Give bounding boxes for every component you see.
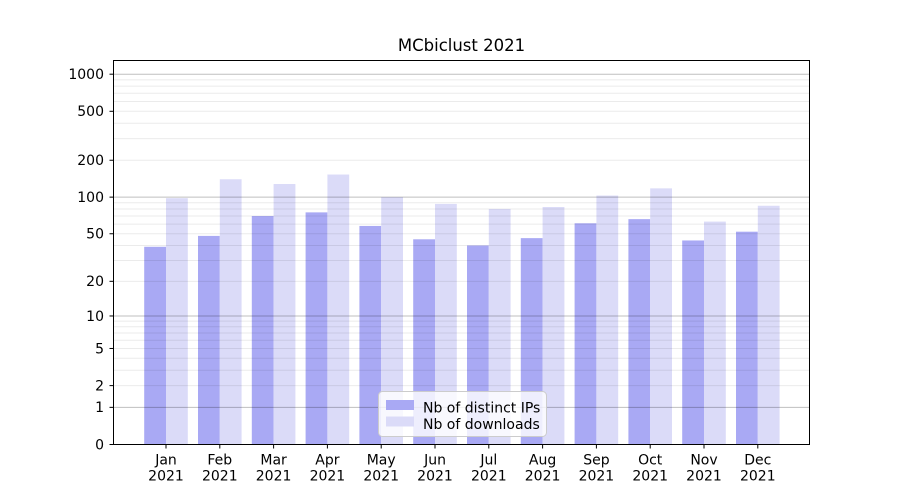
x-tick-label-month: Oct bbox=[638, 453, 663, 469]
y-tick-label: 1 bbox=[95, 400, 104, 416]
y-tick-label: 5 bbox=[95, 341, 104, 357]
x-tick-label-year: 2021 bbox=[256, 469, 292, 485]
bar-downloads bbox=[488, 208, 511, 445]
x-tick-label-month: Apr bbox=[315, 453, 339, 469]
x-tick-label-month: May bbox=[367, 453, 396, 469]
legend-box bbox=[378, 391, 547, 437]
x-tick-label-year: 2021 bbox=[363, 469, 399, 485]
bar-downloads bbox=[757, 205, 780, 445]
x-tick-label-year: 2021 bbox=[310, 469, 346, 485]
x-tick-label-year: 2021 bbox=[579, 469, 615, 485]
legend: Nb of distinct IPs Nb of downloads bbox=[378, 391, 547, 437]
y-tick-label: 200 bbox=[77, 153, 104, 169]
bar-downloads bbox=[704, 221, 726, 445]
bar-distinct-ips bbox=[251, 216, 274, 445]
x-tick-label-year: 2021 bbox=[417, 469, 453, 485]
x-tick-label-year: 2021 bbox=[471, 469, 507, 485]
x-tick-label-year: 2021 bbox=[525, 469, 561, 485]
chart-title: MCbiclust 2021 bbox=[398, 36, 525, 55]
x-tick-label-month: Mar bbox=[260, 453, 287, 469]
bar-distinct-ips bbox=[736, 231, 758, 445]
tick-labels-layer: 01251020501002005001000Jan2021Feb2021Mar… bbox=[68, 67, 775, 485]
legend-item-label: Nb of downloads bbox=[423, 417, 540, 433]
x-tick-label-month: Jan bbox=[154, 453, 177, 469]
bar-distinct-ips bbox=[628, 219, 651, 445]
y-tick-label: 50 bbox=[86, 227, 104, 243]
bar-downloads bbox=[273, 184, 296, 445]
y-tick-label: 100 bbox=[77, 190, 104, 206]
x-tick-label-month: Feb bbox=[207, 453, 232, 469]
x-tick-label-month: Aug bbox=[529, 453, 556, 469]
bar-downloads bbox=[435, 203, 457, 445]
x-tick-label-month: Sep bbox=[583, 453, 610, 469]
bar-downloads bbox=[166, 198, 188, 445]
bar-downloads bbox=[381, 197, 403, 445]
bar-downloads bbox=[219, 179, 242, 445]
bar-downloads bbox=[327, 174, 350, 445]
x-tick-label-month: Jul bbox=[479, 453, 497, 469]
gridlines-layer bbox=[113, 73, 810, 408]
x-tick-label-month: Jun bbox=[423, 453, 446, 469]
y-tick-label: 500 bbox=[77, 104, 104, 120]
bar-downloads bbox=[542, 207, 565, 445]
legend-item-label: Nb of distinct IPs bbox=[423, 401, 540, 417]
y-tick-label: 2 bbox=[95, 378, 104, 394]
x-tick-label-year: 2021 bbox=[686, 469, 722, 485]
legend-swatch-downloads bbox=[386, 416, 414, 427]
y-tick-label: 10 bbox=[86, 309, 104, 325]
plot-frame bbox=[113, 60, 810, 445]
y-tick-label: 0 bbox=[95, 437, 104, 453]
bar-distinct-ips bbox=[305, 212, 328, 445]
bar-distinct-ips bbox=[198, 235, 220, 445]
y-tick-label: 1000 bbox=[68, 67, 104, 83]
x-tick-label-month: Nov bbox=[690, 453, 717, 469]
legend-swatch-distinct-ips bbox=[386, 400, 414, 410]
y-tick-label: 20 bbox=[86, 274, 104, 290]
bar-downloads bbox=[596, 195, 619, 445]
x-tick-label-year: 2021 bbox=[632, 469, 668, 485]
bar-distinct-ips bbox=[574, 223, 597, 445]
x-tick-label-year: 2021 bbox=[148, 469, 184, 485]
bar-distinct-ips bbox=[359, 225, 382, 445]
axes-layer bbox=[109, 60, 810, 449]
x-tick-label-month: Dec bbox=[744, 453, 771, 469]
bar-distinct-ips bbox=[682, 240, 704, 445]
bar-downloads bbox=[650, 188, 672, 445]
bar-distinct-ips bbox=[144, 246, 166, 445]
x-tick-label-year: 2021 bbox=[202, 469, 238, 485]
x-tick-label-year: 2021 bbox=[740, 469, 776, 485]
